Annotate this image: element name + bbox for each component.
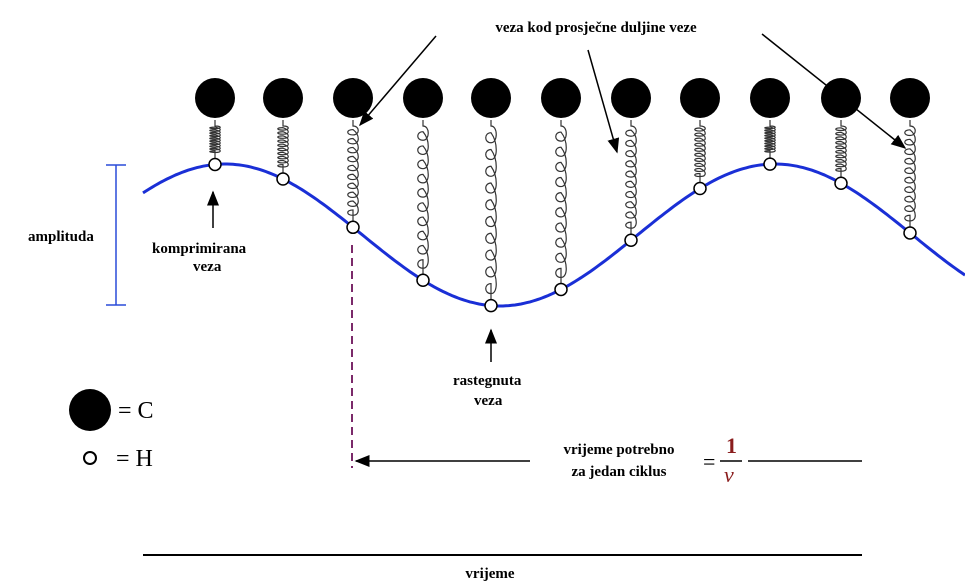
spring — [626, 120, 637, 234]
spring — [556, 120, 567, 283]
hydrogen-atom — [694, 183, 706, 195]
spring — [210, 120, 221, 158]
compressed-label: komprimirana — [152, 241, 247, 257]
spring — [486, 120, 497, 300]
hydrogen-atom — [485, 300, 497, 312]
compressed-label: veza — [193, 259, 222, 275]
hydrogen-atom — [347, 221, 359, 233]
legend-carbon — [69, 389, 111, 431]
diagram: veza kod prosječne duljine veze amplitud… — [0, 0, 965, 583]
spring — [278, 120, 289, 173]
carbon-atom — [471, 78, 511, 118]
hydrogen-atom — [625, 234, 637, 246]
carbon-atom — [333, 78, 373, 118]
molecule — [143, 78, 965, 312]
cycle-label: vrijeme potrebno — [564, 442, 675, 458]
spring — [348, 120, 359, 221]
hydrogen-atom — [417, 274, 429, 286]
stretched-label: veza — [474, 393, 503, 409]
hydrogen-atom — [209, 158, 221, 170]
time-axis-label: vrijeme — [465, 566, 514, 582]
stretched-label: rastegnuta — [453, 373, 522, 389]
carbon-atom — [541, 78, 581, 118]
arrows — [143, 34, 905, 555]
hydrogen-atom — [904, 227, 916, 239]
carbon-atom — [263, 78, 303, 118]
spring — [765, 120, 776, 158]
spring — [836, 120, 847, 177]
legend-hydrogen — [84, 452, 96, 464]
legend-carbon-label: = C — [118, 398, 154, 424]
spring — [695, 120, 706, 183]
formula-numerator: 1 — [726, 433, 737, 458]
hydrogen-atom — [835, 177, 847, 189]
carbon-atom — [680, 78, 720, 118]
carbon-atom — [403, 78, 443, 118]
carbon-atom — [750, 78, 790, 118]
hydrogen-atom — [555, 283, 567, 295]
amplitude-label: amplituda — [28, 229, 94, 245]
hydrogen-atom — [764, 158, 776, 170]
carbon-atom — [195, 78, 235, 118]
legend-hydrogen-label: = H — [116, 446, 153, 472]
top-label: veza kod prosječne duljine veze — [495, 20, 697, 36]
spring — [418, 120, 429, 274]
formula-denominator: ν — [724, 462, 734, 487]
amplitude-bracket — [106, 165, 126, 305]
carbon-atom — [821, 78, 861, 118]
carbon-atom — [890, 78, 930, 118]
formula-equals: = — [703, 449, 715, 474]
cycle-label: za jedan ciklus — [571, 464, 666, 480]
hydrogen-atom — [277, 173, 289, 185]
carbon-atom — [611, 78, 651, 118]
spring — [905, 120, 916, 227]
